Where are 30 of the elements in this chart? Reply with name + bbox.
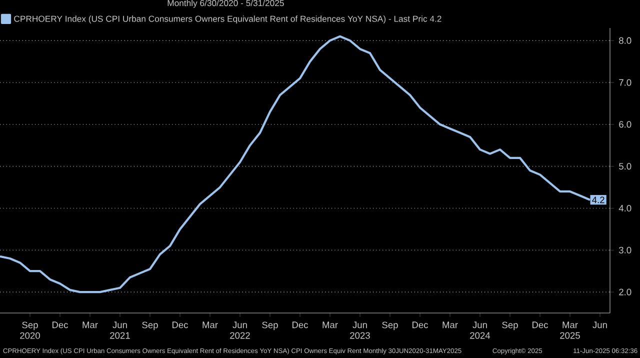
x-tick-label: Jun 2022: [230, 322, 250, 339]
x-tick-label: Sep: [502, 322, 518, 330]
y-tick-label: 4.0: [618, 204, 632, 212]
y-tick-label: 3.0: [619, 246, 632, 254]
x-tick-label: Sep 2020: [20, 322, 40, 339]
x-tick-label: Sep: [142, 322, 158, 330]
x-tick-label: Mar 2025: [560, 322, 580, 339]
x-tick-label: Jun 2024: [470, 322, 490, 339]
x-tick-label: Jun 2021: [110, 322, 130, 339]
y-tick-label: 7.0: [619, 79, 632, 86]
legend-label: CPRHOERY Index (US CPI Urban Consumers Owners Equivalent Rent of Residences YoY NSA) - Last Pric 4.2: [14, 16, 442, 24]
y-tick-label: 8.0: [619, 37, 632, 44]
data-label: 4.2: [592, 196, 604, 204]
y-tick-label: 5.0: [619, 163, 632, 170]
x-tick-label: Mar: [442, 322, 458, 328]
x-tick-label: Mar: [202, 322, 218, 328]
x-tick-label: Dec: [172, 322, 188, 328]
x-tick-label: Dec: [52, 322, 68, 328]
x-tick-label: Sep: [262, 322, 278, 330]
x-tick-label: Dec: [532, 322, 548, 328]
chart-title: Monthly 6/30/2020 - 5/31/2025: [168, 0, 284, 8]
x-tick-label: Mar: [322, 322, 338, 328]
x-tick-label: Dec: [292, 322, 308, 328]
x-tick-label: Jun: [592, 322, 607, 328]
x-tick-label: Jun 2023: [350, 322, 370, 339]
x-tick-label: Sep: [382, 322, 398, 330]
x-tick-label: Mar: [82, 322, 98, 328]
x-tick-label: Dec: [412, 322, 428, 328]
y-tick-label: 2.0: [619, 288, 632, 296]
y-tick-label: 6.0: [619, 121, 632, 128]
